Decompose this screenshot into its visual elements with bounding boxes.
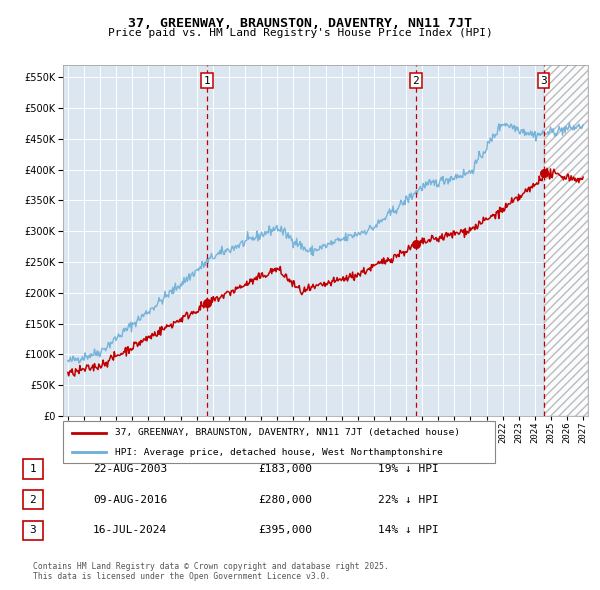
Text: 3: 3: [540, 76, 547, 86]
Text: 14% ↓ HPI: 14% ↓ HPI: [378, 526, 439, 535]
Text: £183,000: £183,000: [258, 464, 312, 474]
Text: £280,000: £280,000: [258, 495, 312, 504]
Text: 22-AUG-2003: 22-AUG-2003: [93, 464, 167, 474]
FancyBboxPatch shape: [63, 421, 495, 463]
Text: 2: 2: [412, 76, 419, 86]
Text: HPI: Average price, detached house, West Northamptonshire: HPI: Average price, detached house, West…: [115, 448, 443, 457]
Text: 3: 3: [29, 526, 37, 535]
Text: Price paid vs. HM Land Registry's House Price Index (HPI): Price paid vs. HM Land Registry's House …: [107, 28, 493, 38]
Text: 37, GREENWAY, BRAUNSTON, DAVENTRY, NN11 7JT: 37, GREENWAY, BRAUNSTON, DAVENTRY, NN11 …: [128, 17, 472, 30]
Text: £395,000: £395,000: [258, 526, 312, 535]
FancyBboxPatch shape: [23, 521, 43, 540]
Text: 16-JUL-2024: 16-JUL-2024: [93, 526, 167, 535]
FancyBboxPatch shape: [23, 490, 43, 509]
Text: 19% ↓ HPI: 19% ↓ HPI: [378, 464, 439, 474]
Text: 1: 1: [203, 76, 211, 86]
Text: 09-AUG-2016: 09-AUG-2016: [93, 495, 167, 504]
Text: 22% ↓ HPI: 22% ↓ HPI: [378, 495, 439, 504]
Text: 2: 2: [29, 495, 37, 504]
FancyBboxPatch shape: [23, 460, 43, 478]
Text: 37, GREENWAY, BRAUNSTON, DAVENTRY, NN11 7JT (detached house): 37, GREENWAY, BRAUNSTON, DAVENTRY, NN11 …: [115, 428, 460, 437]
Text: 1: 1: [29, 464, 37, 474]
Text: Contains HM Land Registry data © Crown copyright and database right 2025.
This d: Contains HM Land Registry data © Crown c…: [33, 562, 389, 581]
